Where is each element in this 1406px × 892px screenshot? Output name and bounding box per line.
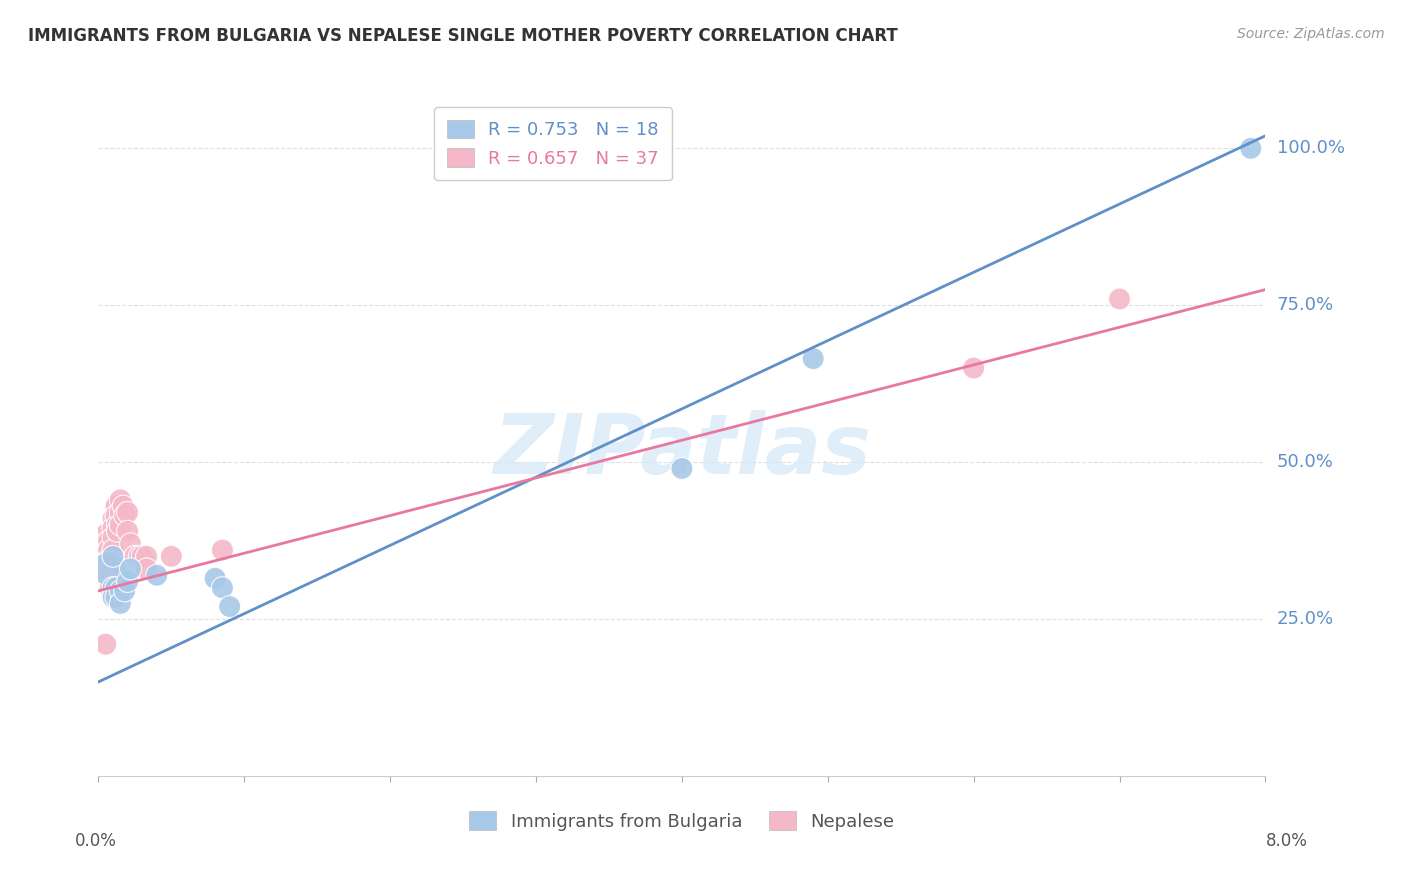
Point xyxy=(104,499,127,513)
Point xyxy=(98,568,121,582)
Point xyxy=(1108,292,1130,306)
Point xyxy=(160,549,183,564)
Point xyxy=(97,533,120,548)
Text: 8.0%: 8.0% xyxy=(1265,832,1308,850)
Point xyxy=(98,581,121,595)
Point xyxy=(110,518,132,533)
Point xyxy=(128,549,150,564)
Text: Source: ZipAtlas.com: Source: ZipAtlas.com xyxy=(1237,27,1385,41)
Point xyxy=(114,508,136,523)
Point xyxy=(114,583,136,598)
Point xyxy=(94,537,117,551)
Point xyxy=(101,581,124,595)
Point xyxy=(962,361,984,376)
Point xyxy=(801,351,824,366)
Point xyxy=(101,590,124,604)
Point xyxy=(120,537,142,551)
Point xyxy=(211,581,233,595)
Point xyxy=(101,549,124,564)
Point xyxy=(101,531,124,545)
Point xyxy=(120,562,142,576)
Point xyxy=(97,543,120,558)
Point xyxy=(101,521,124,535)
Point xyxy=(105,524,128,539)
Point xyxy=(94,546,117,560)
Point xyxy=(97,552,120,566)
Point xyxy=(131,549,153,564)
Point xyxy=(101,511,124,525)
Point xyxy=(110,596,132,610)
Point xyxy=(218,599,240,614)
Text: 50.0%: 50.0% xyxy=(1277,453,1333,471)
Point xyxy=(98,558,121,573)
Point xyxy=(94,637,117,651)
Point xyxy=(671,461,693,475)
Point xyxy=(135,549,157,564)
Legend: Immigrants from Bulgaria, Nepalese: Immigrants from Bulgaria, Nepalese xyxy=(458,800,905,841)
Text: ZIPatlas: ZIPatlas xyxy=(494,410,870,491)
Text: 0.0%: 0.0% xyxy=(75,832,117,850)
Point xyxy=(1240,141,1263,155)
Text: IMMIGRANTS FROM BULGARIA VS NEPALESE SINGLE MOTHER POVERTY CORRELATION CHART: IMMIGRANTS FROM BULGARIA VS NEPALESE SIN… xyxy=(28,27,898,45)
Point xyxy=(104,581,127,595)
Point xyxy=(101,556,124,570)
Point xyxy=(104,508,127,523)
Point xyxy=(124,549,146,564)
Point xyxy=(135,562,157,576)
Point xyxy=(104,590,127,604)
Text: 25.0%: 25.0% xyxy=(1277,610,1334,628)
Point xyxy=(94,527,117,541)
Point xyxy=(97,562,120,576)
Point xyxy=(101,543,124,558)
Point xyxy=(117,524,139,539)
Point xyxy=(105,518,128,533)
Point xyxy=(91,562,114,576)
Text: 100.0%: 100.0% xyxy=(1277,139,1344,157)
Point xyxy=(112,499,135,513)
Point xyxy=(117,574,139,589)
Point xyxy=(110,492,132,507)
Point xyxy=(204,571,226,585)
Text: 75.0%: 75.0% xyxy=(1277,296,1334,314)
Point xyxy=(146,568,169,582)
Point xyxy=(110,583,132,598)
Point xyxy=(211,543,233,558)
Point xyxy=(117,505,139,519)
Point xyxy=(110,505,132,519)
